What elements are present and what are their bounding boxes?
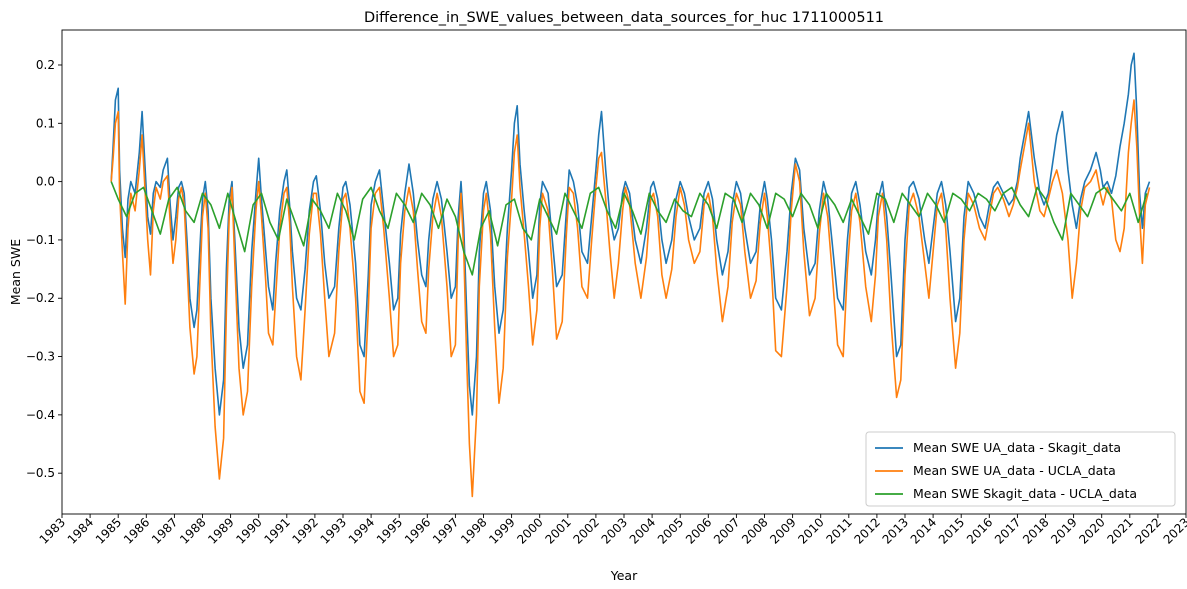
legend-label-ua-ucla: Mean SWE UA_data - UCLA_data bbox=[913, 463, 1116, 478]
series-layer bbox=[110, 52, 1151, 498]
x-tick-label: 1999 bbox=[486, 515, 517, 546]
x-axis-title: Year bbox=[610, 568, 638, 583]
x-tick-label: 1985 bbox=[93, 515, 124, 546]
x-tick-label: 1984 bbox=[65, 515, 96, 546]
series-line-1 bbox=[110, 99, 1151, 498]
y-tick-label: 0.0 bbox=[36, 175, 55, 189]
x-tick-label: 2008 bbox=[739, 515, 770, 546]
y-tick-label: 0.2 bbox=[36, 58, 55, 72]
x-tick-label: 1986 bbox=[121, 515, 152, 546]
x-tick-label: 1983 bbox=[37, 515, 68, 546]
x-tick-label: 2022 bbox=[1133, 515, 1164, 546]
series-line-2 bbox=[110, 181, 1148, 276]
x-axis: 1983198419851986198719881989199019911992… bbox=[37, 514, 1187, 547]
y-axis: −0.5 −0.4 −0.3 −0.2 −0.1 0.0 0.1 0.2 bbox=[26, 58, 62, 480]
x-tick-label: 2001 bbox=[542, 515, 573, 546]
y-tick-label: 0.1 bbox=[36, 116, 55, 130]
x-tick-label: 2013 bbox=[880, 515, 911, 546]
x-tick-label: 1990 bbox=[233, 515, 264, 546]
x-tick-label: 1994 bbox=[346, 515, 377, 546]
y-tick-label: −0.4 bbox=[26, 408, 55, 422]
x-tick-label: 2023 bbox=[1161, 515, 1187, 546]
x-tick-label: 2012 bbox=[852, 515, 883, 546]
x-tick-label: 1989 bbox=[205, 515, 236, 546]
y-tick-label: −0.5 bbox=[26, 466, 55, 480]
x-tick-label: 2002 bbox=[571, 515, 602, 546]
x-tick-label: 2000 bbox=[514, 515, 545, 546]
x-tick-label: 1988 bbox=[177, 515, 208, 546]
x-tick-label: 2017 bbox=[992, 515, 1023, 546]
chart-title: Difference_in_SWE_values_between_data_so… bbox=[364, 10, 884, 26]
legend-label-skagit-ucla: Mean SWE Skagit_data - UCLA_data bbox=[913, 486, 1137, 501]
x-tick-label: 2015 bbox=[936, 515, 967, 546]
series-line-0 bbox=[110, 52, 1151, 416]
x-tick-label: 2004 bbox=[627, 515, 658, 546]
x-tick-label: 1998 bbox=[458, 515, 489, 546]
x-tick-label: 2021 bbox=[1104, 515, 1135, 546]
legend-box bbox=[865, 431, 1176, 507]
y-tick-label: −0.1 bbox=[26, 233, 55, 247]
x-tick-label: 1995 bbox=[374, 515, 405, 546]
x-tick-label: 2009 bbox=[767, 515, 798, 546]
legend-label-ua-skagit: Mean SWE UA_data - Skagit_data bbox=[913, 440, 1121, 455]
legend: Mean SWE UA_data - Skagit_data Mean SWE … bbox=[865, 431, 1176, 507]
x-tick-label: 2014 bbox=[908, 515, 939, 546]
x-tick-label: 2016 bbox=[964, 515, 995, 546]
x-tick-label: 2019 bbox=[1048, 515, 1079, 546]
x-tick-label: 1991 bbox=[261, 515, 292, 546]
x-tick-label: 2018 bbox=[1020, 515, 1051, 546]
y-tick-label: −0.3 bbox=[26, 350, 55, 364]
x-tick-label: 2011 bbox=[823, 515, 854, 546]
y-tick-label: −0.2 bbox=[26, 291, 55, 305]
x-tick-label: 2020 bbox=[1076, 515, 1107, 546]
x-tick-label: 1987 bbox=[149, 515, 180, 546]
x-tick-label: 2006 bbox=[683, 515, 714, 546]
x-tick-label: 1992 bbox=[290, 515, 321, 546]
y-axis-title: Mean SWE bbox=[8, 239, 23, 305]
x-tick-label: 1993 bbox=[318, 515, 349, 546]
x-tick-label: 2010 bbox=[795, 515, 826, 546]
x-tick-label: 2005 bbox=[655, 515, 686, 546]
x-tick-label: 2007 bbox=[711, 515, 742, 546]
x-tick-label: 2003 bbox=[599, 515, 630, 546]
x-tick-label: 1997 bbox=[430, 515, 461, 546]
x-tick-label: 1996 bbox=[402, 515, 433, 546]
